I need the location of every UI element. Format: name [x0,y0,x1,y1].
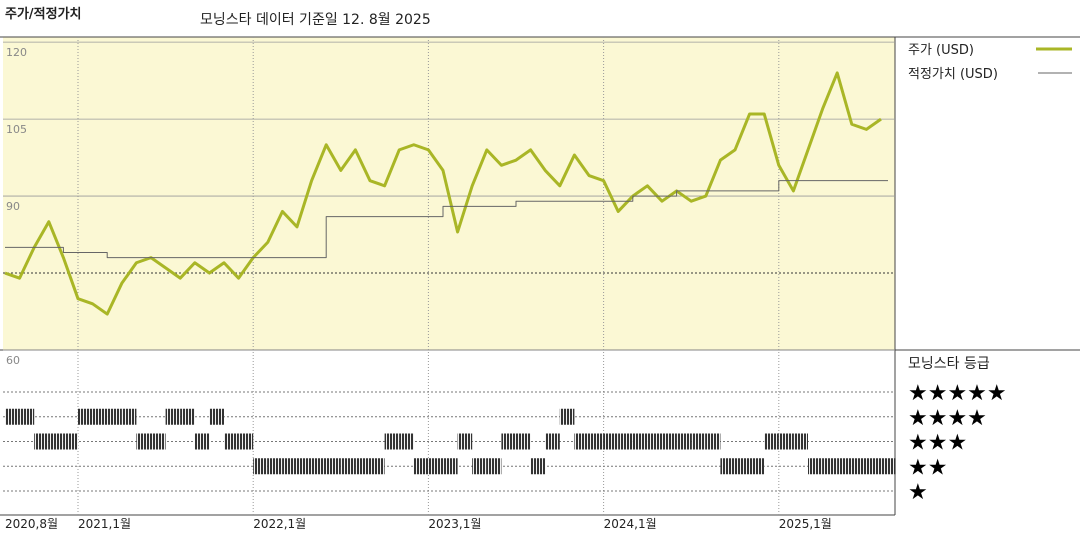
rating-bar [399,433,414,450]
y-tick-label: 60 [6,354,20,367]
rating-bar [720,458,735,475]
y-tick-label: 90 [6,200,20,213]
rating-label: ★★★ [908,431,967,456]
rating-bar [545,433,560,450]
rating-bar [676,433,692,450]
rating-bar [78,408,93,425]
rating-bar [107,408,122,425]
rating-bar [749,458,765,475]
rating-bar [370,458,385,475]
x-tick-label: 2021,1월 [78,517,131,531]
y-tick-label: 120 [6,46,27,59]
rating-bar [793,433,808,450]
rating-bar [282,458,297,475]
rating-bar [866,458,881,475]
x-tick-label: 2023,1월 [428,517,481,531]
rating-bar [311,458,327,475]
rating-bar [705,433,721,450]
rating-bar [413,458,429,475]
rating-bar [778,433,794,450]
rating-bar [238,433,254,450]
rating-bar [136,433,151,450]
rating-bar [48,433,64,450]
y-tick-label: 105 [6,123,27,136]
rating-bar [851,458,867,475]
rating-bar [121,408,137,425]
rating-bar [603,433,619,450]
rating-label: ★★ [908,455,947,480]
rating-bar [355,458,370,475]
rating-bar [340,458,356,475]
rating-bar [501,433,516,450]
rating-bar [34,433,49,450]
rating-bar [881,458,896,475]
rating-bar [180,408,195,425]
rating-bar [443,458,458,475]
rating-bar [267,458,283,475]
rating-bar [457,433,473,450]
x-tick-label: 2024,1월 [604,517,657,531]
rating-bar [808,458,823,475]
rating-bar [618,433,633,450]
x-tick-label: 2022,1월 [253,517,306,531]
rating-bar [516,433,531,450]
rating-bar [297,458,312,475]
rating-title: 모닝스타 등급 [908,356,990,372]
chart-title: 주가/적정가치 [5,6,82,22]
rating-bar [5,408,20,425]
rating-bar [837,458,852,475]
rating-bar [63,433,78,450]
rating-bar [822,458,838,475]
x-tick-label: 2025,1월 [779,517,832,531]
rating-bar [253,458,268,475]
rating-label: ★★★★★ [908,381,1007,406]
legend-label: 주가 (USD) [908,43,974,58]
rating-bar [165,408,181,425]
rating-bar [574,433,589,450]
rating-label: ★ [908,480,928,505]
rating-bar [691,433,706,450]
rating-bar [209,408,224,425]
rating-bar [530,458,546,475]
rating-bar [428,458,443,475]
rating-bar [662,433,677,450]
legend-label: 적정가치 (USD) [908,67,998,82]
rating-label: ★★★★ [908,406,987,431]
rating-bar [589,433,604,450]
rating-bar [735,458,750,475]
rating-bar [151,433,166,450]
chart-subtitle: 모닝스타 데이터 기준일 12. 8월 2025 [200,12,431,28]
rating-bar [92,408,108,425]
rating-bar [472,458,487,475]
rating-bar [384,433,400,450]
rating-bar [194,433,210,450]
rating-bar [647,433,662,450]
rating-bar [486,458,502,475]
rating-bar [224,433,239,450]
rating-bar [19,408,35,425]
rating-bar [764,433,779,450]
rating-bar [326,458,341,475]
x-tick-label: 2020,8월 [5,517,58,531]
rating-bar [632,433,648,450]
series-line [5,180,888,259]
rating-bar [559,408,575,425]
